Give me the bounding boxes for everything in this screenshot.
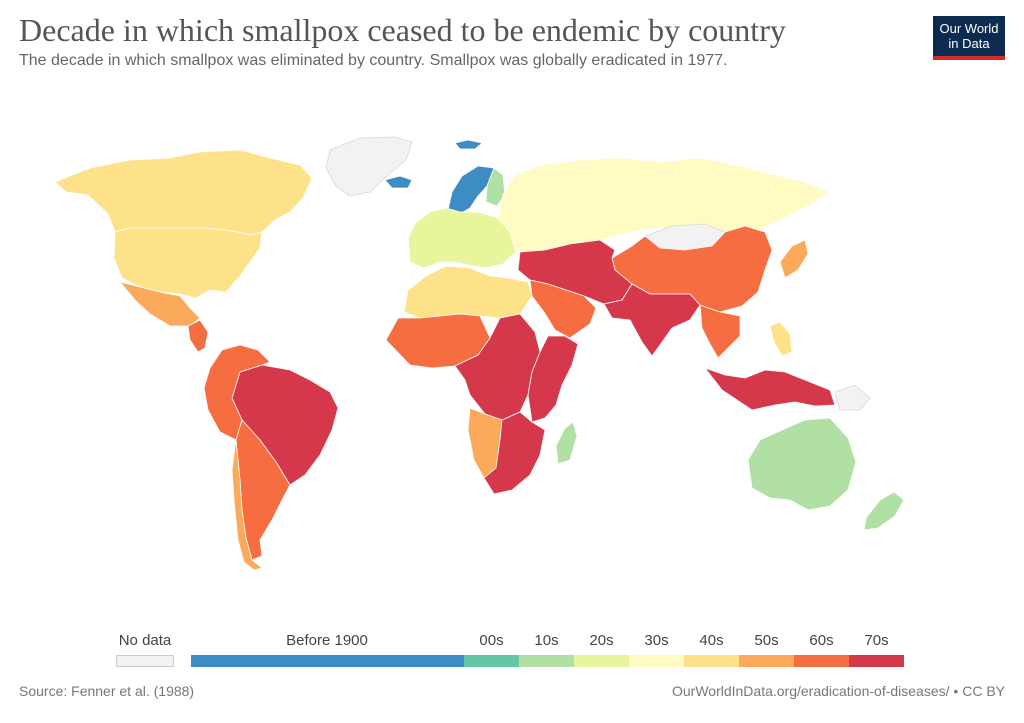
legend-swatch-30s[interactable] bbox=[629, 655, 684, 667]
region-mexico[interactable] bbox=[119, 281, 201, 327]
chart-title: Decade in which smallpox ceased to be en… bbox=[19, 12, 786, 48]
legend-label-50s: 50s bbox=[754, 632, 779, 649]
region-philippines[interactable] bbox=[769, 321, 793, 357]
legend-swatch-50s[interactable] bbox=[739, 655, 794, 667]
region-arabian-peninsula[interactable] bbox=[529, 279, 597, 339]
region-greenland[interactable] bbox=[325, 136, 413, 197]
legend-label-00s: 00s bbox=[479, 632, 504, 649]
region-central-america[interactable] bbox=[187, 319, 209, 353]
legend-swatch-20s[interactable] bbox=[574, 655, 629, 667]
source-note: Source: Fenner et al. (1988) bbox=[19, 683, 195, 699]
region-chile[interactable] bbox=[231, 439, 263, 571]
legend-label-60s: 60s bbox=[809, 632, 834, 649]
legend-swatch-70s[interactable] bbox=[849, 655, 904, 667]
legend-label-40s: 40s bbox=[699, 632, 724, 649]
region-papua-new-guinea[interactable] bbox=[834, 384, 871, 411]
legend-label-10s: 10s bbox=[534, 632, 559, 649]
region-south-asia[interactable] bbox=[603, 283, 701, 357]
legend-swatch-40s[interactable] bbox=[684, 655, 739, 667]
legend-label-70s: 70s bbox=[864, 632, 889, 649]
footer-url-link[interactable]: OurWorldInData.org/eradication-of-diseas… bbox=[671, 683, 950, 699]
logo-line-1: Our World bbox=[939, 21, 999, 36]
logo-line-2: in Data bbox=[948, 36, 990, 51]
region-west-africa[interactable] bbox=[385, 313, 491, 369]
region-japan[interactable] bbox=[779, 239, 809, 279]
chart-subtitle: The decade in which smallpox was elimina… bbox=[19, 52, 728, 69]
region-southeast-asia[interactable] bbox=[699, 304, 741, 359]
region-andean-south-america[interactable] bbox=[203, 344, 271, 441]
region-australia[interactable] bbox=[747, 417, 857, 511]
region-east-africa[interactable] bbox=[527, 335, 579, 423]
region-iceland[interactable] bbox=[384, 175, 413, 189]
region-north-africa[interactable] bbox=[403, 265, 533, 319]
region-southern-africa[interactable] bbox=[483, 411, 546, 495]
region-svalbard[interactable] bbox=[454, 139, 483, 150]
world-map bbox=[54, 136, 905, 571]
legend-label-20s: 20s bbox=[589, 632, 614, 649]
legend-swatch-no-data[interactable] bbox=[116, 655, 174, 667]
license-text: • CC BY bbox=[949, 683, 1005, 699]
legend-label-no-data: No data bbox=[118, 632, 172, 649]
legend-label-30s: 30s bbox=[644, 632, 669, 649]
legend-swatch-10s[interactable] bbox=[519, 655, 574, 667]
map-legend: No data Before 1900 00s 10s 20s 30s 40s 50s 60s 7… bbox=[0, 628, 1024, 673]
legend-swatch-60s[interactable] bbox=[794, 655, 849, 667]
footer-attribution: OurWorldInData.org/eradication-of-diseas… bbox=[672, 683, 1005, 699]
region-indonesia[interactable] bbox=[704, 367, 836, 411]
region-madagascar[interactable] bbox=[555, 421, 578, 465]
region-new-zealand[interactable] bbox=[863, 491, 905, 531]
legend-swatch-00s[interactable] bbox=[464, 655, 519, 667]
region-canada[interactable] bbox=[54, 149, 313, 236]
legend-swatch-before-1900[interactable] bbox=[191, 655, 464, 667]
owid-logo[interactable]: Our World in Data bbox=[933, 16, 1005, 60]
legend-label-before-1900: Before 1900 bbox=[286, 632, 368, 649]
